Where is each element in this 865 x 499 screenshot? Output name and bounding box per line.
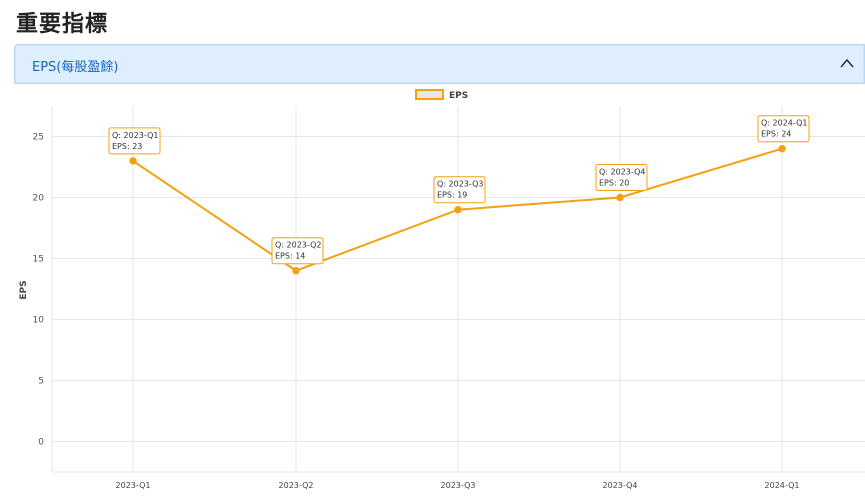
y-tick-label: 25	[33, 133, 44, 143]
y-tick-label: 10	[33, 316, 45, 326]
eps-chart: 0 5 10 15 20 25 2023-Q1 2023-Q2 2023-Q3 2023-Q4 20…	[0, 86, 865, 495]
x-tick-label: 2023-Q3	[441, 481, 476, 490]
tooltip-quarter: Q: 2023-Q1	[112, 131, 158, 140]
tooltip-background	[108, 127, 161, 155]
chevron-up-icon[interactable]	[840, 58, 854, 68]
tooltip-box: Q: 2023-Q3 EPS: 19	[433, 176, 486, 204]
chart-axes: 0 5 10 15 20 25 2023-Q1 2023-Q2 2023-Q3 2023-Q4 20…	[19, 106, 865, 490]
tooltip-eps: EPS: 19	[437, 191, 467, 200]
tooltip-eps: EPS: 20	[599, 179, 629, 188]
tooltip-box: Q: 2024-Q1 EPS: 24	[757, 115, 810, 143]
x-tick-label: 2023-Q1	[116, 481, 151, 490]
eps-line-chart: 0 5 10 15 20 25 2023-Q1 2023-Q2 2023-Q3 2023-Q4 20…	[19, 89, 865, 490]
eps-data-point[interactable]	[129, 157, 137, 165]
tooltip-eps: EPS: 23	[112, 142, 142, 151]
eps-accordion-header[interactable]: EPS(每股盈餘)	[14, 44, 865, 84]
tooltip-background	[595, 164, 648, 191]
eps-data-point[interactable]	[454, 206, 462, 214]
y-tick-label: 20	[33, 194, 45, 204]
tooltip-quarter: Q: 2023-Q3	[437, 180, 483, 189]
page-title: 重要指標	[16, 12, 109, 37]
tooltip-background	[271, 237, 324, 265]
legend-swatch[interactable]	[415, 89, 444, 100]
x-tick-label: 2023-Q4	[603, 481, 638, 490]
y-axis-label: EPS	[19, 280, 29, 299]
eps-data-point[interactable]	[292, 267, 300, 275]
accordion-title: EPS(每股盈餘)	[32, 60, 119, 75]
tooltip-box: Q: 2023-Q4 EPS: 20	[595, 164, 648, 191]
tooltip-eps: EPS: 14	[275, 252, 305, 261]
tooltip-background	[757, 115, 810, 143]
chart-legend: EPS	[415, 89, 468, 101]
tooltip-eps: EPS: 24	[761, 130, 791, 139]
y-tick-label: 0	[38, 438, 44, 448]
eps-data-point[interactable]	[616, 193, 624, 202]
chart-series	[129, 145, 786, 275]
x-tick-label: 2023-Q2	[279, 481, 314, 490]
tooltip-quarter: Q: 2024-Q1	[761, 119, 807, 128]
tooltip-box: Q: 2023-Q1 EPS: 23	[108, 127, 161, 155]
y-tick-label: 15	[33, 255, 44, 265]
tooltip-box: Q: 2023-Q2 EPS: 14	[271, 237, 324, 265]
y-tick-label: 5	[38, 377, 44, 387]
x-tick-label: 2024-Q1	[765, 481, 800, 490]
eps-data-point[interactable]	[778, 145, 786, 153]
legend-label[interactable]: EPS	[449, 91, 468, 101]
tooltip-quarter: Q: 2023-Q4	[599, 168, 645, 177]
tooltip-background	[433, 176, 486, 204]
tooltip-quarter: Q: 2023-Q2	[275, 241, 321, 250]
